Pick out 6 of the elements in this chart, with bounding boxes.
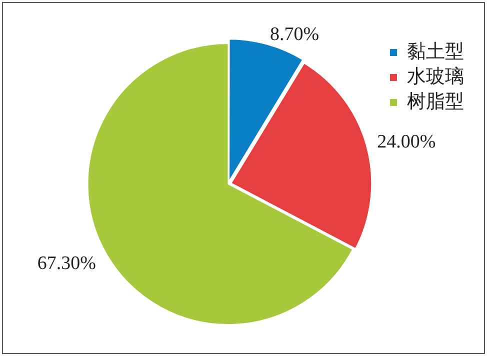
data-label: 67.30% (37, 252, 96, 274)
legend-label: 树脂型 (407, 91, 464, 112)
legend-label: 黏土型 (407, 41, 464, 62)
legend-label: 水玻璃 (407, 65, 464, 88)
data-label: 24.00% (377, 132, 436, 153)
data-label: 8.70% (270, 24, 320, 46)
